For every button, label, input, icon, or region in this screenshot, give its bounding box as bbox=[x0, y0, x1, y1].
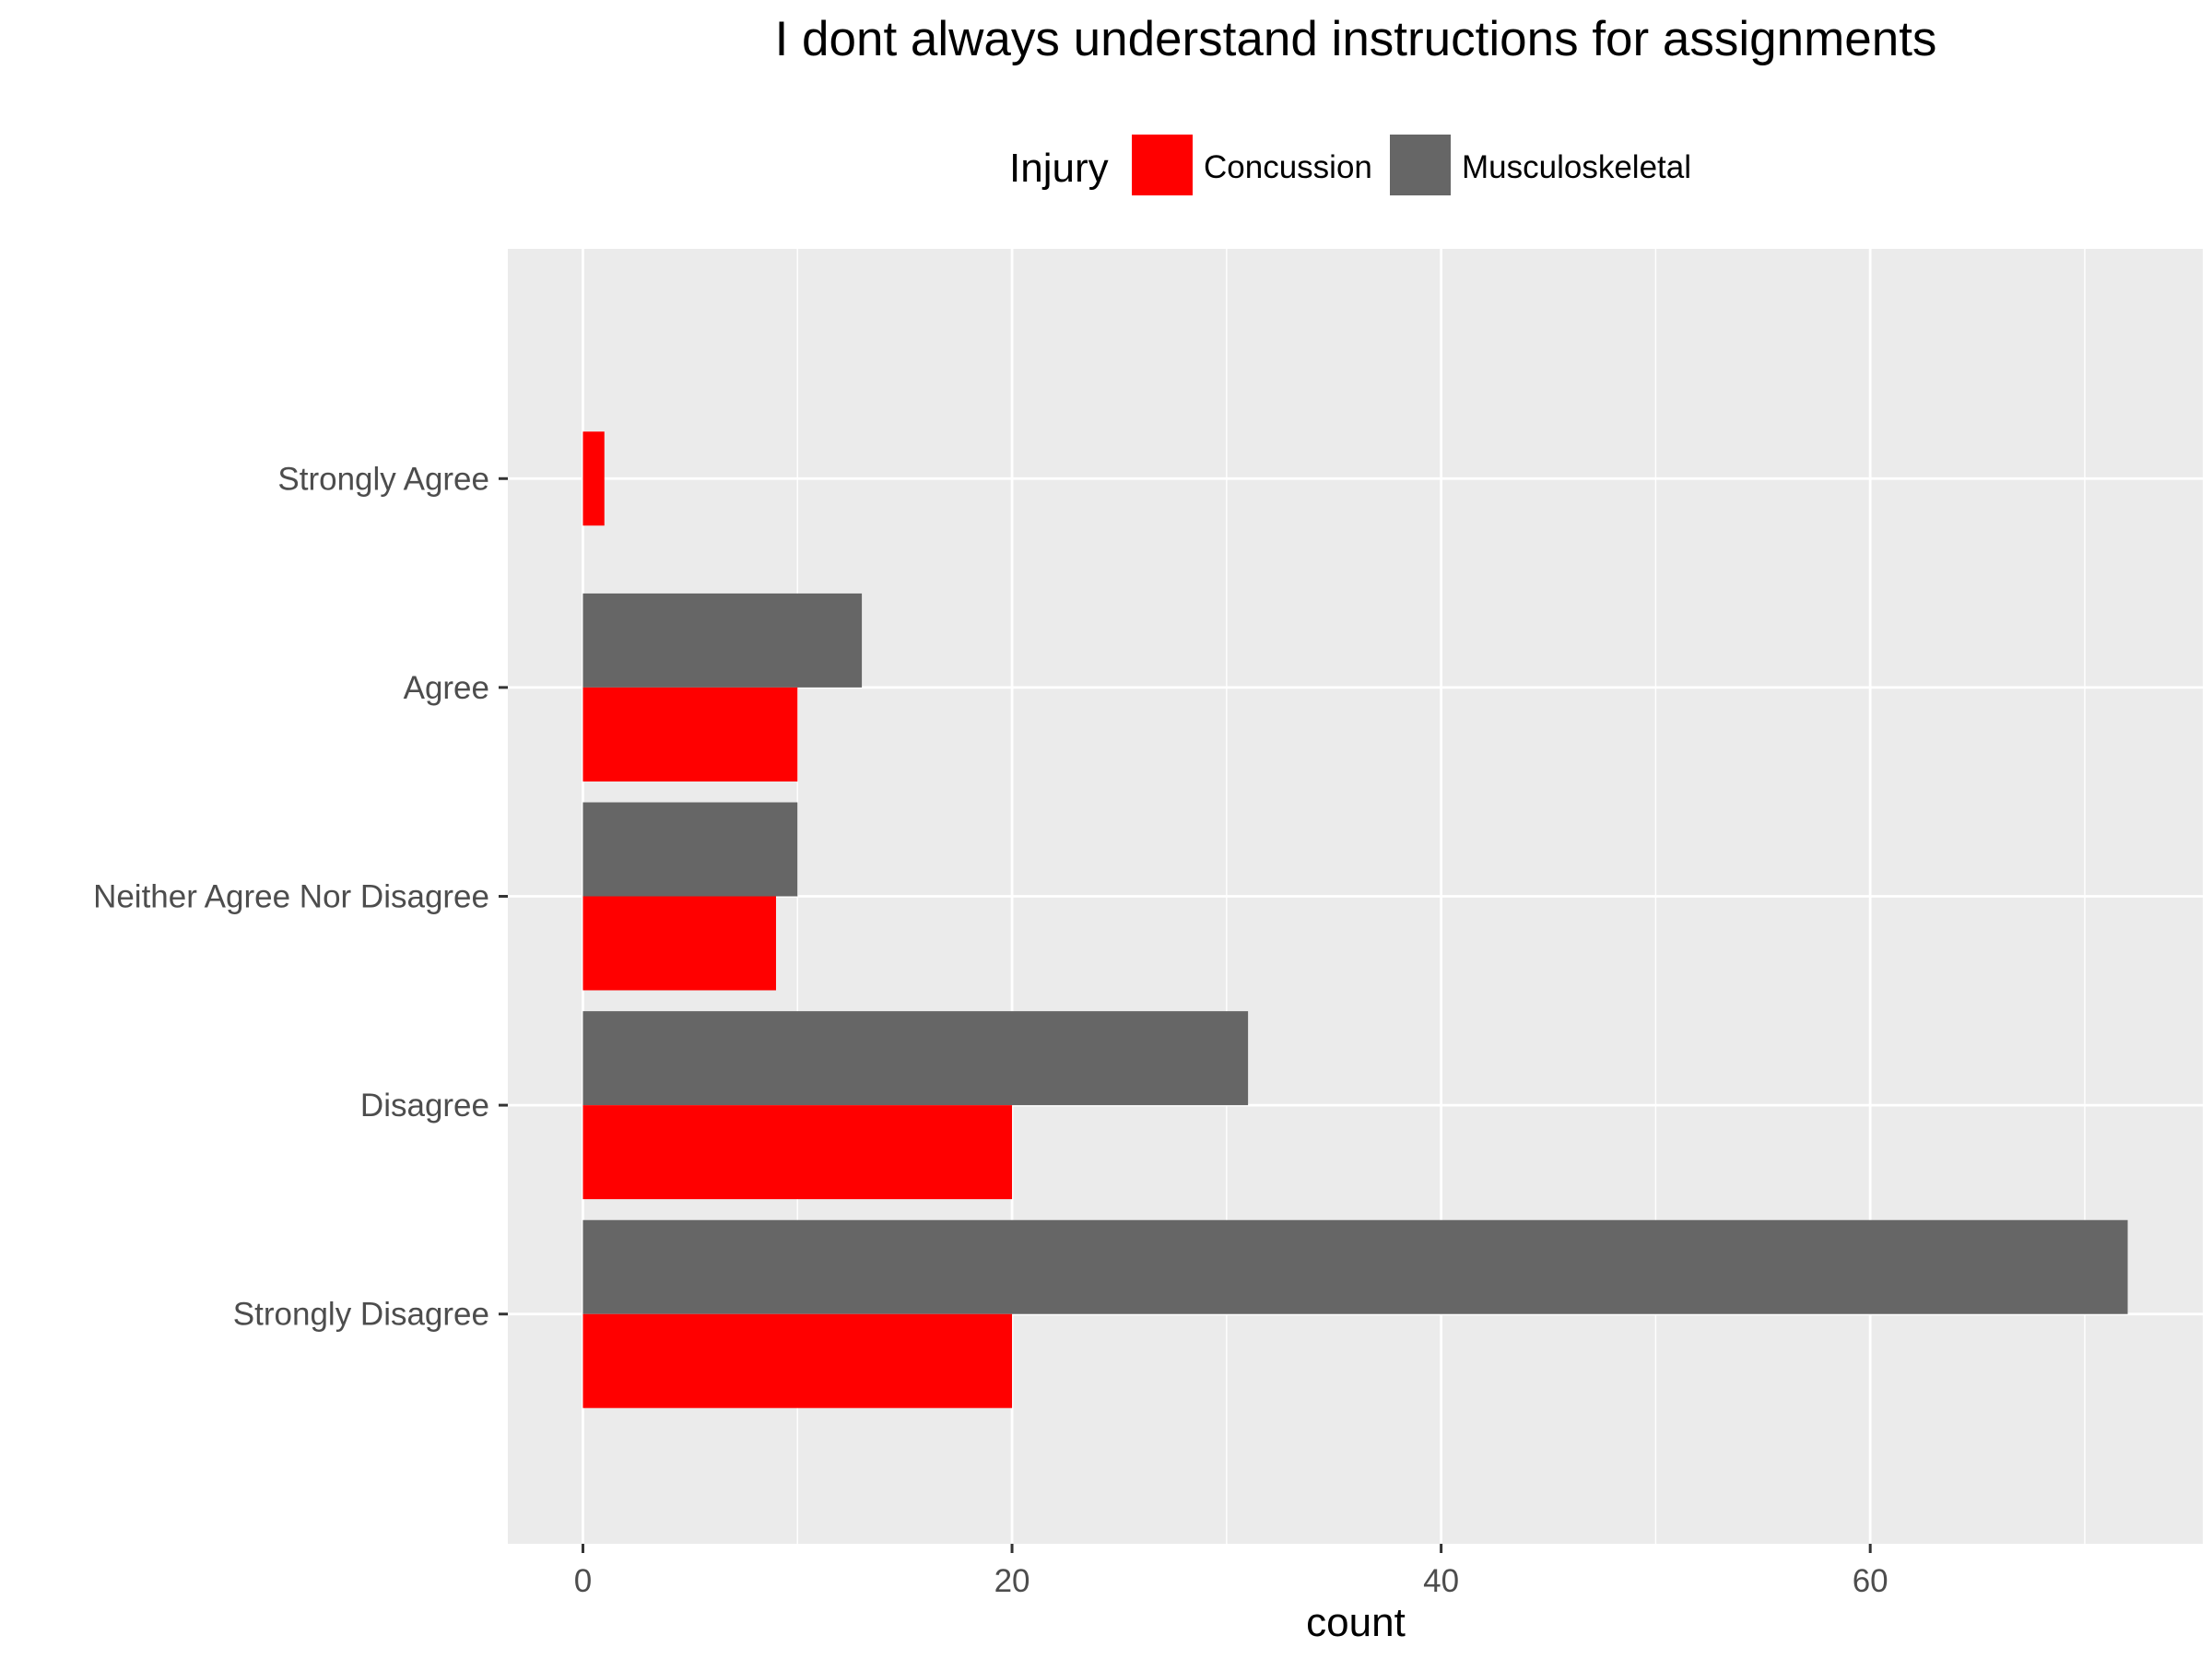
x-tick-label-20: 20 bbox=[994, 1563, 1030, 1599]
legend-key-concussion bbox=[1132, 135, 1193, 195]
legend-label-musculoskeletal: Musculoskeletal bbox=[1462, 149, 1691, 185]
bars bbox=[582, 431, 2128, 1408]
bar-musculoskeletal-agree bbox=[582, 593, 863, 688]
bar-musculoskeletal-disagree bbox=[582, 1011, 1249, 1106]
bar-concussion-strongly-disagree bbox=[582, 1313, 1013, 1408]
bar-musculoskeletal-neither-agree-nor-disagree bbox=[582, 802, 798, 897]
x-tick-label-40: 40 bbox=[1423, 1563, 1459, 1599]
y-tick-label-strongly-disagree: Strongly Disagree bbox=[233, 1297, 489, 1333]
bar-concussion-neither-agree-nor-disagree bbox=[582, 896, 776, 991]
bar-musculoskeletal-strongly-disagree bbox=[582, 1219, 2128, 1314]
x-axis: 0 20 40 60 bbox=[574, 1544, 1888, 1599]
x-axis-title: count bbox=[1306, 1600, 1406, 1645]
x-tick-label-0: 0 bbox=[574, 1563, 592, 1599]
y-tick-label-disagree: Disagree bbox=[360, 1088, 489, 1124]
bar-concussion-strongly-agree bbox=[582, 431, 605, 526]
bar-concussion-disagree bbox=[582, 1105, 1013, 1200]
legend: Injury Concussion Musculoskeletal bbox=[1009, 135, 1691, 195]
legend-key-musculoskeletal bbox=[1390, 135, 1451, 195]
y-tick-label-agree: Agree bbox=[404, 670, 489, 706]
bar-concussion-agree bbox=[582, 687, 798, 782]
x-tick-label-60: 60 bbox=[1853, 1563, 1888, 1599]
chart-title: I dont always understand instructions fo… bbox=[775, 12, 1937, 66]
legend-title: Injury bbox=[1009, 146, 1109, 191]
y-tick-label-strongly-agree: Strongly Agree bbox=[277, 461, 489, 497]
legend-label-concussion: Concussion bbox=[1204, 149, 1372, 185]
y-tick-label-neither-agree-nor-disagree: Neither Agree Nor Disagree bbox=[93, 879, 489, 915]
y-axis: Strongly Agree Agree Neither Agree Nor Dis… bbox=[93, 461, 508, 1333]
